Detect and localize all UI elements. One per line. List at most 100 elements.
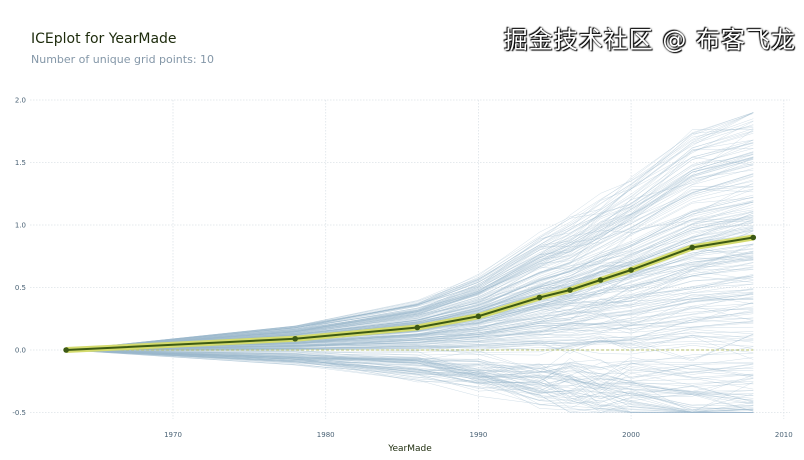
ice-line [66, 335, 754, 351]
ice-line [66, 183, 754, 351]
ice-line [66, 349, 754, 384]
ice-line [66, 266, 754, 351]
y-tick-label: 0.0 [15, 347, 26, 355]
ice-line [66, 319, 754, 351]
ice-line [66, 258, 754, 351]
ice-line [66, 349, 754, 382]
ice-line [66, 349, 754, 413]
ice-line [66, 292, 754, 351]
ice-line [66, 293, 754, 351]
ice-line [66, 349, 754, 375]
ice-line [66, 173, 754, 351]
ice-line [66, 200, 754, 351]
ice-line [66, 273, 754, 351]
ice-line [66, 349, 754, 412]
ice-line [66, 212, 754, 351]
ice-line [66, 262, 754, 351]
ice-line [66, 321, 754, 351]
ice-line [66, 349, 754, 401]
ice-line [66, 124, 754, 351]
ice-line [66, 218, 754, 351]
ice-line [66, 277, 754, 351]
ice-line [66, 349, 754, 397]
ice-line [66, 201, 754, 351]
ice-line [66, 275, 754, 351]
ice-line [66, 142, 754, 351]
ice-line [66, 331, 754, 351]
ice-line [66, 335, 754, 351]
ice-line [66, 158, 754, 351]
ice-line [66, 220, 754, 351]
ice-line [66, 151, 754, 351]
ice-line [66, 329, 754, 351]
pdp-point [628, 267, 634, 273]
ice-line [66, 349, 754, 378]
pdp-point [414, 324, 421, 331]
ice-line [66, 291, 754, 351]
ice-line [66, 258, 754, 351]
ice-line [66, 349, 754, 413]
ice-line [66, 132, 754, 351]
ice-line [66, 306, 754, 351]
ice-line [66, 175, 754, 351]
ice-line [66, 158, 754, 351]
ice-line [66, 349, 754, 412]
ice-line [66, 258, 754, 351]
ice-line [66, 157, 754, 351]
ice-line [66, 331, 754, 351]
ice-line [66, 186, 754, 351]
ice-line [66, 349, 754, 410]
x-tick-label: 1970 [164, 431, 182, 439]
ice-line [66, 341, 754, 351]
ice-line [66, 335, 754, 351]
ice-line [66, 112, 754, 351]
ice-line [66, 308, 754, 351]
ice-line [66, 297, 754, 351]
ice-line [66, 129, 754, 351]
ice-line [66, 349, 754, 399]
ice-line [66, 188, 754, 351]
ice-line [66, 112, 754, 351]
pdp-point [475, 313, 482, 320]
ice-line [66, 305, 754, 351]
ice-line [66, 179, 754, 351]
ice-line [66, 225, 754, 351]
ice-line [66, 113, 754, 351]
ice-line [66, 157, 754, 351]
ice-line [66, 275, 754, 351]
ice-line [66, 139, 754, 351]
pdp-point [689, 244, 695, 251]
ice-line [66, 349, 754, 391]
pdp-point [292, 335, 298, 342]
ice-line [66, 288, 754, 351]
ice-line [66, 349, 754, 395]
ice-line [66, 320, 754, 351]
ice-line [66, 349, 754, 394]
ice-line [66, 112, 754, 351]
ice-line [66, 148, 754, 351]
ice-line [66, 349, 754, 412]
ice-line [66, 349, 754, 413]
ice-line [66, 157, 754, 351]
ice-line [66, 174, 754, 351]
pdp-point [536, 294, 543, 301]
ice-line [66, 302, 754, 351]
ice-line [66, 151, 754, 351]
x-tick-label: 1990 [469, 431, 487, 439]
ice-line [66, 289, 754, 351]
ice-line [66, 154, 754, 351]
ice-line [66, 298, 754, 351]
ice-line [66, 176, 754, 351]
ice-line [66, 349, 754, 413]
ice-line [66, 349, 754, 413]
ice-line [66, 349, 754, 396]
ice-lines [66, 112, 754, 413]
ice-line [66, 118, 754, 351]
ice-line [66, 293, 754, 351]
ice-line [66, 200, 754, 351]
ice-line [66, 317, 754, 351]
ice-line [66, 349, 754, 376]
ice-line [66, 275, 754, 351]
ice-line [66, 202, 754, 351]
ice-line [66, 169, 754, 351]
